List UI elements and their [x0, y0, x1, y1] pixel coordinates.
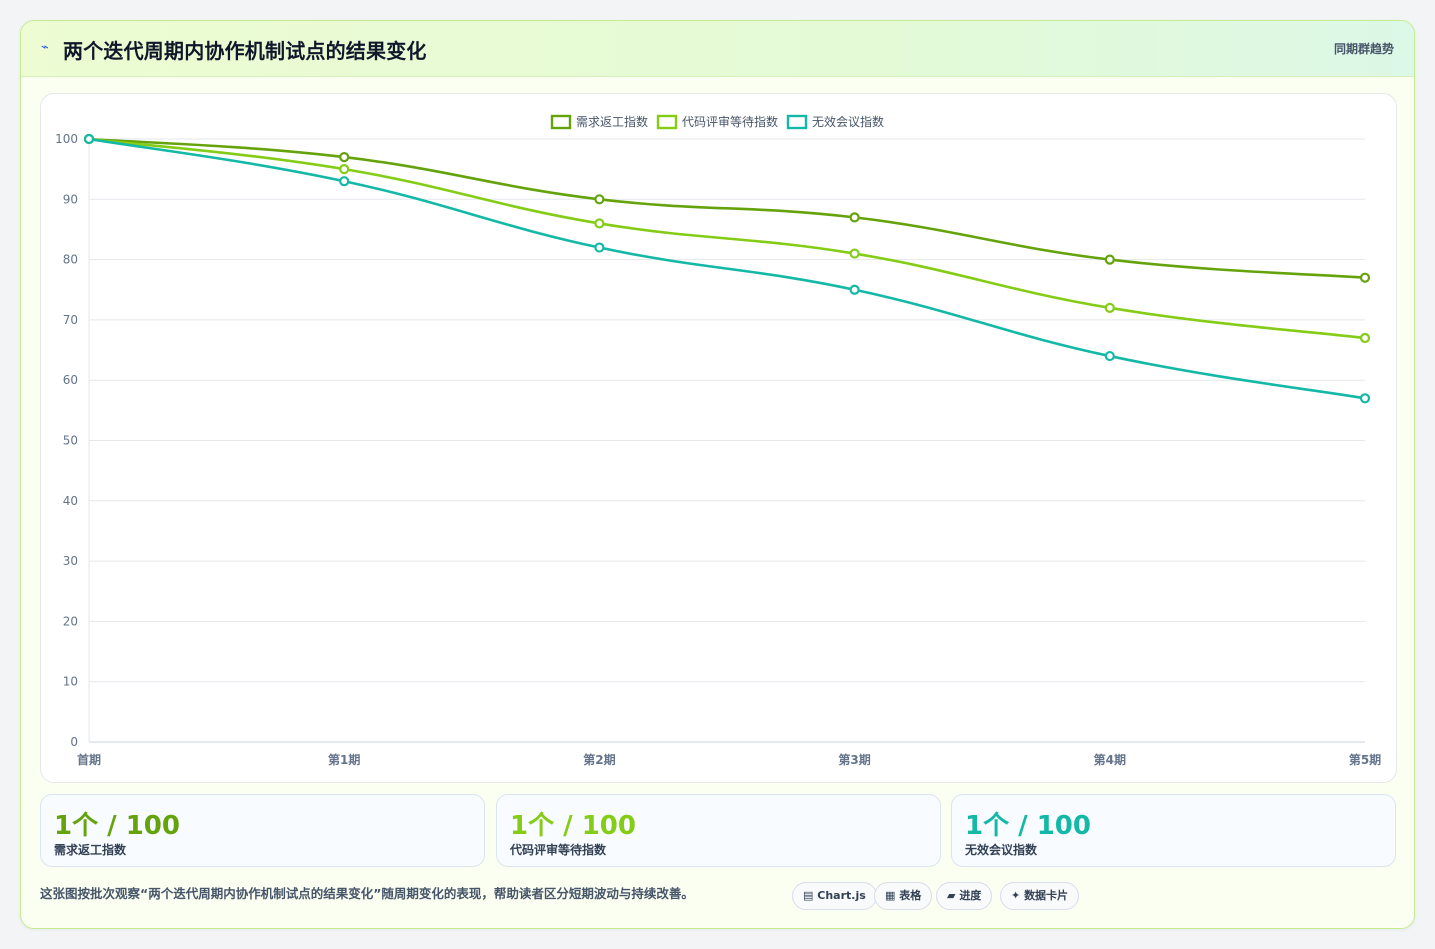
tag-label: 数据卡片 — [1024, 889, 1069, 902]
y-tick-label: 20 — [63, 614, 78, 628]
stat-card-rework: 1个 / 100 需求返工指数 — [40, 794, 485, 867]
x-tick-label: 第4期 — [1094, 752, 1126, 767]
tag-progress[interactable]: ▰ 进度 — [936, 882, 993, 910]
series-line-0 — [88, 137, 1366, 279]
data-point — [339, 176, 350, 187]
x-tick-label: 第1期 — [328, 752, 360, 767]
y-tick-label: 0 — [70, 735, 78, 749]
data-point — [594, 242, 605, 253]
stat-value: 1个 / 100 — [965, 811, 1091, 841]
tag-table[interactable]: ▦ 表格 — [874, 882, 933, 910]
y-tick-label: 60 — [63, 373, 78, 387]
y-tick-label: 40 — [63, 494, 78, 508]
data-point — [849, 212, 860, 223]
tag-data-card[interactable]: ✦ 数据卡片 — [1000, 882, 1080, 910]
trend-badge: 同期群趋势 — [1333, 42, 1394, 56]
card-header: ⌁ 两个迭代周期内协作机制试点的结果变化 同期群趋势 — [21, 21, 1414, 77]
table-icon: ▦ — [885, 889, 896, 902]
line-chart: 0 10 20 30 40 50 60 70 80 90 100 首期 第1期 第2期 第3期 第4期 第5期 需… — [55, 114, 1381, 767]
tag-label: Chart.js — [817, 889, 866, 902]
data-point — [83, 133, 95, 145]
tag-label: 表格 — [899, 889, 922, 902]
y-tick-label: 10 — [63, 675, 78, 689]
legend-label: 代码评审等待指数 — [682, 114, 778, 129]
y-tick-label: 70 — [63, 313, 78, 327]
footnote: 这张图按批次观察“两个迭代周期内协作机制试点的结果变化”随周期变化的表现，帮助读… — [40, 886, 694, 901]
chart-title: 两个迭代周期内协作机制试点的结果变化 — [63, 39, 427, 63]
data-point — [1359, 393, 1371, 404]
data-point — [849, 284, 860, 295]
y-tick-label: 50 — [63, 434, 78, 448]
x-tick-label: 第5期 — [1349, 752, 1381, 767]
x-tick-label: 第3期 — [838, 752, 870, 767]
stat-value: 1个 / 100 — [54, 811, 180, 841]
y-tick-label: 100 — [55, 132, 78, 146]
data-point — [339, 151, 350, 163]
data-point — [339, 164, 350, 175]
data-point — [1359, 332, 1371, 344]
legend-label: 无效会议指数 — [812, 114, 884, 129]
pulse-icon: ⌁ — [41, 40, 49, 55]
legend-swatch — [656, 114, 678, 130]
legend-label: 需求返工指数 — [576, 114, 648, 129]
chart-icon: ▤ — [803, 889, 814, 902]
progress-icon: ▰ — [947, 889, 956, 902]
data-point — [1104, 350, 1115, 362]
x-tick-label: 首期 — [77, 752, 101, 767]
x-tick-label: 第2期 — [583, 752, 615, 767]
legend-swatch — [786, 114, 808, 130]
stat-card-meeting: 1个 / 100 无效会议指数 — [951, 794, 1396, 867]
legend-swatch — [550, 114, 572, 130]
y-tick-label: 30 — [63, 554, 78, 568]
chart-panel: 0 10 20 30 40 50 60 70 80 90 100 首期 第1期 第2期 第3期 第4期 第5期 需… — [40, 93, 1397, 783]
data-point — [1359, 272, 1371, 283]
stat-card-review-wait: 1个 / 100 代码评审等待指数 — [496, 794, 941, 867]
sparkle-icon: ✦ — [1011, 889, 1021, 902]
tag-chartjs[interactable]: ▤ Chart.js — [792, 882, 877, 910]
stat-value: 1个 / 100 — [510, 811, 636, 841]
stat-label: 无效会议指数 — [965, 843, 1038, 857]
chart-card: ⌁ 两个迭代周期内协作机制试点的结果变化 同期群趋势 0 10 20 30 40 50 60… — [20, 20, 1415, 929]
series-line-1 — [88, 137, 1366, 340]
data-point — [849, 248, 860, 259]
y-tick-label: 90 — [63, 192, 78, 206]
stat-label: 代码评审等待指数 — [510, 843, 607, 857]
data-point — [594, 194, 605, 205]
tag-label: 进度 — [959, 889, 982, 902]
data-point — [594, 218, 605, 229]
y-tick-label: 80 — [63, 253, 78, 267]
data-point — [1104, 302, 1115, 313]
stat-label: 需求返工指数 — [54, 843, 127, 857]
series-line-2 — [88, 137, 1366, 400]
data-point — [1104, 254, 1115, 265]
